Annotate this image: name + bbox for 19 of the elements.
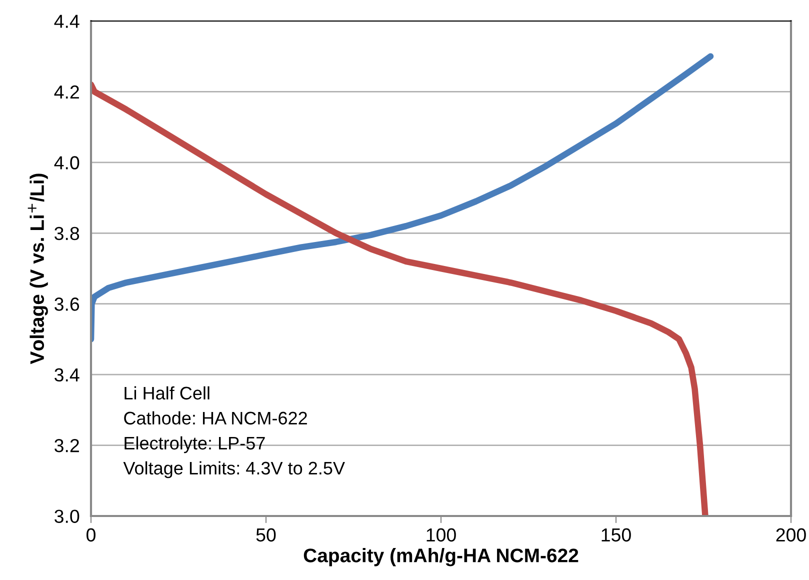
y-tick-label: 4.0 bbox=[54, 156, 80, 170]
x-tick-label: 150 bbox=[602, 528, 631, 542]
annotation: Voltage Limits: 4.3V to 2.5V bbox=[123, 461, 345, 478]
x-axis-title: Capacity (mAh/g-HA NCM-622 bbox=[304, 548, 578, 566]
y-axis-title: Voltage (V vs. Li$^{+}$/Li) bbox=[28, 174, 48, 364]
x-tick-label: 50 bbox=[256, 528, 276, 542]
annotation: Electrolyte: LP-57 bbox=[124, 436, 265, 454]
x-tick-label: 100 bbox=[426, 528, 456, 542]
y-tick-label: 3.8 bbox=[54, 226, 80, 240]
x-tick-label: 200 bbox=[776, 528, 806, 542]
x-tick-label: 0 bbox=[86, 528, 96, 542]
y-tick-label: 3.6 bbox=[54, 298, 80, 311]
y-tick-label: 4.2 bbox=[54, 85, 79, 99]
annotation: Cathode: HA NCM-622 bbox=[124, 411, 307, 425]
y-tick-label: 4.4 bbox=[54, 14, 80, 28]
y-tick-label: 3.4 bbox=[54, 368, 80, 382]
annotation: Li Half Cell bbox=[124, 386, 210, 400]
y-tick-label: 3.0 bbox=[54, 510, 80, 523]
y-tick-label: 3.2 bbox=[54, 438, 79, 452]
